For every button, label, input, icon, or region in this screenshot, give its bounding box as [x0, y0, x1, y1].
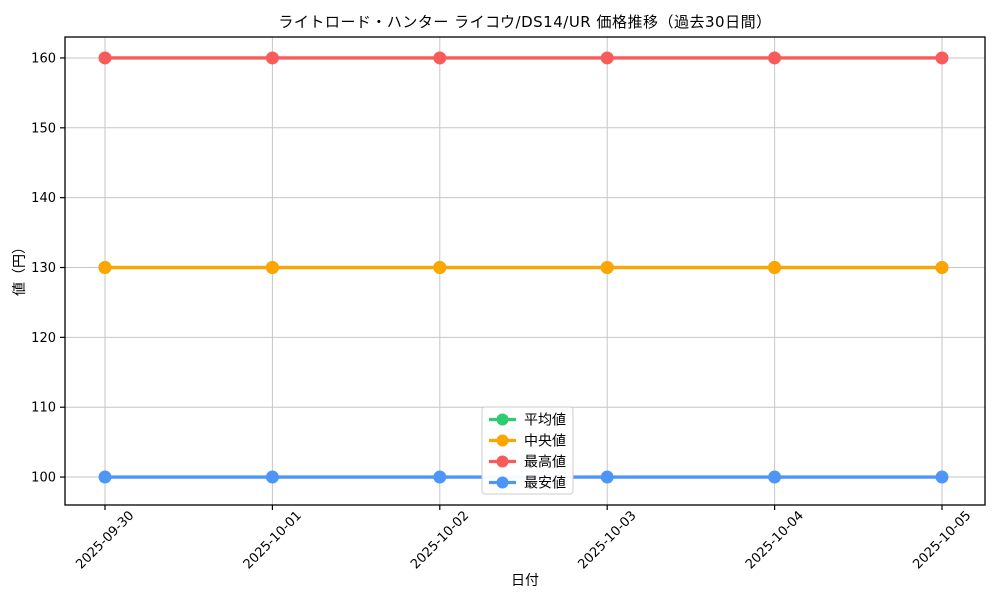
series-marker — [98, 261, 112, 275]
series-marker — [433, 51, 447, 65]
series-marker — [433, 261, 447, 275]
legend-item-最高値: 最高値 — [489, 454, 566, 471]
x-tick-label: 2025-10-05 — [910, 508, 974, 572]
axis-ticks — [60, 57, 943, 510]
legend-item-平均値: 平均値 — [489, 413, 566, 429]
series-marker — [600, 51, 614, 65]
series-marker — [935, 470, 949, 484]
series-marker — [768, 261, 782, 275]
x-tick-label: 2025-09-30 — [73, 508, 137, 572]
legend-sample-marker — [496, 434, 509, 447]
legend-label: 最高値 — [524, 454, 566, 471]
legend-item-中央値: 中央値 — [489, 434, 566, 450]
x-tick-label: 2025-10-04 — [743, 508, 807, 572]
series-marker — [265, 470, 279, 484]
series-marker — [768, 470, 782, 484]
x-tick-label: 2025-10-02 — [408, 508, 472, 572]
series-中央値 — [98, 261, 949, 275]
series-marker — [98, 470, 112, 484]
y-tick-label: 140 — [31, 191, 56, 206]
plot-frame — [64, 36, 986, 506]
legend-box — [481, 406, 574, 495]
legend-sample-marker — [496, 476, 509, 489]
legend-sample-marker — [496, 455, 509, 468]
x-axis-label: 日付 — [511, 573, 539, 589]
series-最高値 — [98, 51, 949, 65]
series-marker — [935, 51, 949, 65]
series-marker — [768, 51, 782, 65]
series-marker — [935, 261, 949, 275]
series-marker — [265, 51, 279, 65]
series-marker — [600, 261, 614, 275]
legend-sample-marker — [496, 413, 509, 426]
y-tick-label: 110 — [31, 401, 56, 416]
legend-label: 中央値 — [524, 434, 566, 450]
x-tick-label: 2025-10-03 — [576, 508, 640, 572]
legend-label: 平均値 — [524, 413, 566, 429]
series-marker — [600, 470, 614, 484]
series-marker — [265, 261, 279, 275]
y-tick-label: 150 — [31, 121, 56, 136]
legend-item-最安値: 最安値 — [489, 476, 566, 492]
x-tick-label: 2025-10-01 — [241, 508, 305, 572]
y-tick-label: 120 — [31, 331, 56, 346]
series-marker — [98, 51, 112, 65]
y-tick-label: 130 — [31, 261, 56, 276]
chart-title: ライトロード・ハンター ライコウ/DS14/UR 価格推移（過去30日間） — [278, 13, 772, 31]
y-tick-label: 160 — [31, 51, 56, 66]
y-tick-label: 100 — [31, 471, 56, 486]
series-marker — [433, 470, 447, 484]
legend-label: 最安値 — [524, 476, 566, 492]
